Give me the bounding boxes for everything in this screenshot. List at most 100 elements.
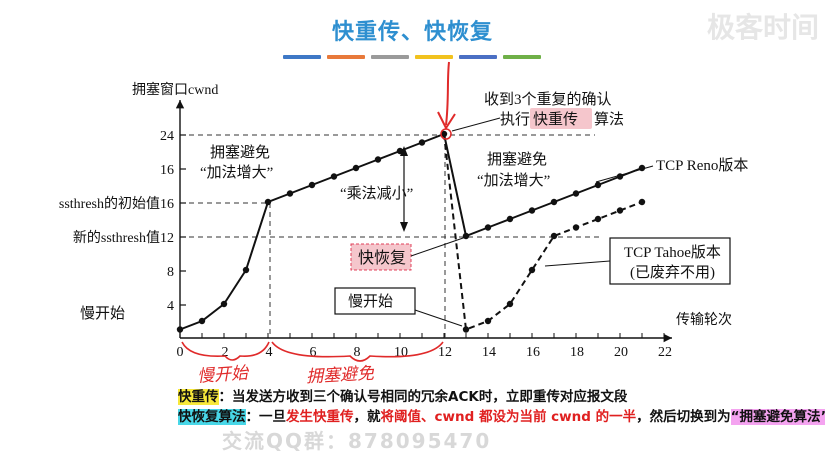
title-color-bar [415,55,453,59]
tcp-reno-label: TCP Reno版本 [656,157,748,174]
data-point [484,317,492,325]
slow-start-box [334,287,416,315]
y-tick-label: 4 [167,299,174,314]
x-tick-label: 22 [658,345,672,360]
x-tick-label: 10 [394,345,408,360]
ssthresh-initial-label: ssthresh的初始值16 [59,195,174,212]
dup-ack-line2-prefix: 执行 [500,111,530,128]
watermark-logo: 极客时间 [706,11,819,44]
x-axis-label: 传输轮次 [676,312,732,328]
data-point [462,326,470,333]
slow-start-pointer [414,309,463,327]
note-text: 发生快重传 [286,409,354,425]
data-point [374,156,382,163]
data-point [616,207,624,214]
x-tick-label: 12 [438,345,452,360]
reno-line [179,132,643,331]
fast-recovery-pointer [410,236,467,257]
x-tick-label: 0 [177,345,184,360]
data-point [528,266,536,274]
dup-ack-pointer [451,117,501,132]
red-circle-peak [440,128,452,140]
data-point [572,190,580,197]
title-color-bars [283,55,541,59]
tahoe-pointer [544,260,611,267]
dup-ack-line1: 收到3个重复的确认 [484,90,612,108]
data-point [506,300,514,308]
ca-left-line1: 拥塞避免 [210,143,270,161]
fast-recovery-label: 快恢复 [358,249,406,267]
handwritten-congestion-avoidance: 拥塞避免 [306,364,376,388]
title-color-bar [327,55,365,59]
fast-recovery-box [350,243,412,271]
page-title: 快重传、快恢复 [331,20,493,45]
x-tick-label: 2 [222,345,229,360]
x-tick-marks [201,333,665,338]
term-fast-recovery: 快恢复算法 [178,409,246,425]
note-text: 将阈值、cwnd 都设为当前 cwnd 的一半 [380,409,637,425]
data-point [484,224,492,231]
title-color-bar [459,55,497,59]
ca-right-line1: 拥塞避免 [487,150,547,168]
x-tick-label: 14 [482,345,496,360]
y-axis-label: 拥塞窗口cwnd [132,81,218,98]
data-point [308,181,316,189]
dup-ack-line2-suffix: 算法 [594,110,624,128]
tcp-tahoe-series [443,133,646,333]
data-point [638,198,646,206]
watermark-qq: 交流QQ群：878095470 [222,429,492,453]
note-text: ，就 [353,409,381,425]
note-fast-recovery: 快恢复算法：一旦发生快重传，就将阈值、cwnd 都设为当前 cwnd 的一半，然… [178,405,825,425]
ca-left-line2: “加法增大” [200,164,273,181]
data-point [528,207,536,214]
title-color-bar [503,55,541,59]
data-point [286,190,294,197]
slow-start-label: 慢开始 [80,305,125,322]
title-color-bar [371,55,409,59]
handwritten-slow-start: 慢开始 [196,363,250,387]
fast-retransmit-highlight [530,108,592,129]
tcp-tahoe-line1: TCP Tahoe版本 [624,244,721,261]
data-point [352,164,360,172]
slow-start-box-label: 慢开始 [348,293,393,310]
x-tick-label: 8 [354,345,361,360]
note-line1-text: ：当发送方收到三个确认号相同的冗余ACK时，立即重传对应报文段 [218,389,628,405]
red-brace-congestion-avoidance [271,341,444,362]
x-tick-label: 4 [266,345,273,360]
red-arrow [445,61,450,126]
y-tick-marks [180,134,186,306]
red-brace-slow-start [181,341,270,361]
data-point [594,181,602,189]
data-point [550,198,558,206]
red-arrowhead [437,111,456,131]
y-tick-label: 24 [160,129,174,144]
term-fast-retransmit: 快重传 [178,389,219,405]
x-tick-label: 20 [614,345,628,360]
note-fast-retransmit: 快重传：当发送方收到三个确认号相同的冗余ACK时，立即重传对应报文段 [178,385,627,405]
y-tick-label: 16 [160,163,174,178]
data-point [220,300,228,308]
tcp-tahoe-box [609,237,731,285]
note-text: “拥塞避免算法” [730,409,825,425]
dup-ack-line2-highlight: 快重传 [533,111,578,128]
data-point [242,266,250,274]
data-point [506,215,514,223]
tcp-tahoe-line2: (已废弃不用) [630,264,715,281]
y-tick-label: 8 [167,265,174,280]
congestion-diagram: 拥塞窗口cwnd 传输轮次 0 2 4 6 8 10 12 14 16 18 2… [59,61,748,388]
title-color-bar [283,55,321,59]
x-tick-label: 6 [310,345,317,360]
data-point [594,215,602,223]
tcp-reno-series [176,130,646,333]
note-text: ，然后切换到为 [636,409,731,425]
data-point [176,326,184,333]
data-point [550,232,558,240]
reno-leader [595,165,654,183]
ssthresh-new-label: 新的ssthresh值12 [73,230,174,246]
note-text: ：一旦 [245,409,287,425]
md-label: “乘法减小” [340,185,413,202]
ca-right-line2: “加法增大” [477,172,550,189]
x-tick-label: 18 [570,345,584,360]
data-point [264,198,272,206]
data-point [330,173,338,180]
